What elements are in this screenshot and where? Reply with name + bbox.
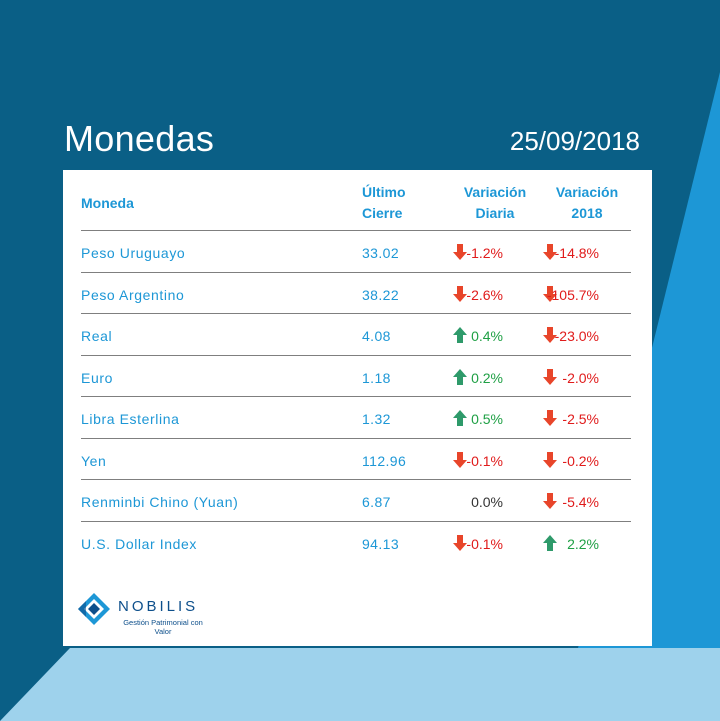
down-arrow-icon (453, 451, 467, 468)
down-arrow-icon (543, 368, 557, 385)
ytd-variation: -14.8% (554, 245, 599, 261)
daily-variation: -0.1% (466, 535, 503, 552)
last-close: 1.32 (362, 411, 391, 427)
header-moneda: Moneda (81, 195, 134, 211)
currency-name: Yen (81, 452, 107, 469)
currency-name: U.S. Dollar Index (81, 535, 198, 552)
daily-variation: -2.6% (466, 286, 503, 303)
row-divider (81, 313, 631, 314)
up-arrow-icon (543, 534, 557, 551)
currency-name: Peso Uruguayo (81, 245, 186, 261)
ytd-variation: -2.5% (562, 411, 599, 427)
last-close: 33.02 (362, 245, 400, 261)
last-close: 6.87 (362, 494, 391, 510)
last-close: 1.18 (362, 369, 391, 386)
daily-variation: 0.0% (471, 494, 503, 510)
header-ultimo-line1: Último (362, 184, 406, 200)
ytd-variation: -5.4% (562, 494, 599, 510)
row-divider (81, 479, 631, 480)
table-row: U.S. Dollar Index 94.13 -0.1% 2.2% (81, 520, 631, 562)
table-row: Libra Esterlina 1.32 0.5% -2.5% (81, 396, 631, 437)
nobilis-logo-icon (78, 593, 110, 625)
brand-tagline: Gestión Patrimonial con Valor (123, 618, 203, 636)
currency-name: Peso Argentino (81, 286, 185, 303)
last-close: 112.96 (362, 452, 407, 469)
header-diaria-line1: Variación (463, 184, 527, 200)
daily-variation: -1.2% (466, 245, 503, 261)
header-variacion-2018: Variación 2018 (547, 182, 627, 224)
ytd-variation: -2.0% (562, 369, 599, 386)
currency-name: Real (81, 328, 113, 344)
row-divider (81, 437, 631, 439)
row-divider (81, 230, 631, 231)
ytd-variation: -23.0% (554, 328, 599, 344)
header-ultimo-line2: Cierre (362, 205, 403, 221)
header-anual-line1: Variación (555, 184, 619, 200)
header-diaria-line2: Diaria (475, 205, 515, 221)
down-arrow-icon (543, 410, 557, 426)
down-arrow-icon (543, 327, 557, 343)
currency-name: Renminbi Chino (Yuan) (81, 494, 239, 510)
table-row: Peso Argentino 38.22 -2.6% -105.7% (81, 271, 631, 313)
table-row: Euro 1.18 0.2% -2.0% (81, 354, 631, 396)
down-arrow-icon (453, 534, 467, 551)
row-divider (81, 271, 631, 273)
up-arrow-icon (453, 410, 467, 426)
header-anual-line2: 2018 (571, 205, 603, 221)
table-row: Renminbi Chino (Yuan) 6.87 0.0% -5.4% (81, 479, 631, 520)
down-arrow-icon (543, 451, 557, 468)
up-arrow-icon (453, 327, 467, 343)
last-close: 4.08 (362, 328, 391, 344)
down-arrow-icon (543, 244, 557, 260)
currency-table-card: Moneda Último Cierre Variación Diaria Va… (63, 170, 652, 646)
brand-name: NOBILIS (118, 598, 199, 615)
last-close: 94.13 (362, 535, 400, 552)
ytd-variation: -105.7% (546, 286, 599, 303)
daily-variation: -0.1% (466, 452, 503, 469)
currency-name: Euro (81, 369, 113, 386)
page-title: Monedas (64, 118, 215, 159)
up-arrow-icon (453, 368, 467, 385)
down-arrow-icon (543, 493, 557, 509)
ytd-variation: -0.2% (562, 452, 599, 469)
row-divider (81, 520, 631, 522)
header-variacion-diaria: Variación Diaria (455, 182, 535, 224)
table-row: Real 4.08 0.4% -23.0% (81, 313, 631, 354)
daily-variation: 0.4% (471, 328, 503, 344)
table-row: Peso Uruguayo 33.02 -1.2% -14.8% (81, 230, 631, 271)
row-divider (81, 354, 631, 356)
down-arrow-icon (543, 285, 557, 302)
report-date: 25/09/2018 (509, 126, 640, 156)
currency-name: Libra Esterlina (81, 411, 180, 427)
down-arrow-icon (453, 244, 467, 260)
daily-variation: 0.5% (471, 411, 503, 427)
ytd-variation: 2.2% (567, 535, 599, 552)
table-row: Yen 112.96 -0.1% -0.2% (81, 437, 631, 479)
daily-variation: 0.2% (471, 369, 503, 386)
down-arrow-icon (453, 285, 467, 302)
last-close: 38.22 (362, 286, 400, 303)
row-divider (81, 396, 631, 397)
header-ultimo-cierre: Último Cierre (362, 182, 406, 224)
